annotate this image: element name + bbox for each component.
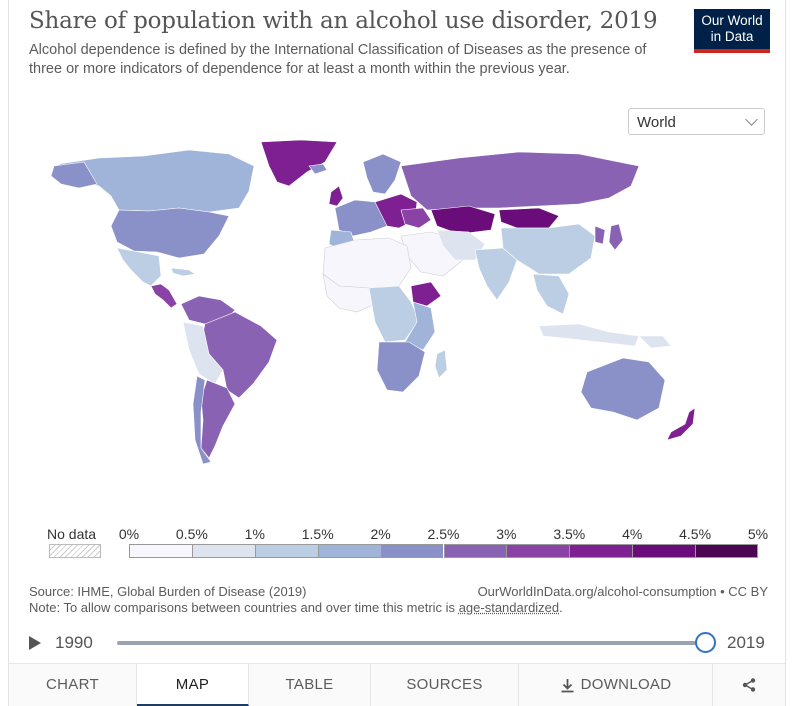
legend-tick-label: 1% [244,526,265,542]
legend-bin[interactable] [632,544,696,558]
country-chile[interactable] [192,375,212,465]
country-argentina[interactable] [200,379,236,459]
tab-download[interactable]: DOWNLOAD [519,664,713,706]
owid-logo[interactable]: Our World in Data [694,9,770,53]
legend-bin[interactable] [506,544,570,558]
color-legend: No data 0% 0.5% 1% 1.5% 2% 2.5% 3% 3.5% 4% 4.5% 5% [47,522,769,562]
country-australia[interactable] [580,357,666,421]
note-text: Note: To allow comparisons between count… [29,600,563,616]
legend-bin[interactable] [254,544,318,558]
tab-sources[interactable]: SOURCES [371,664,519,706]
legend-bin[interactable] [569,544,633,558]
tab-map[interactable]: MAP [137,664,249,706]
country-ethiopia[interactable] [410,281,442,307]
logo-accent-bar [694,49,770,53]
legend-tick-label: 2.5% [427,526,460,542]
legend-bin[interactable] [380,544,444,558]
legend-bin[interactable] [129,544,192,558]
chevron-down-icon [745,113,758,126]
tab-share[interactable] [713,664,785,706]
legend-tick-label: 3% [496,526,517,542]
country-mongolia[interactable] [498,207,560,229]
country-southeast-asia[interactable] [532,273,570,315]
country-iran-central-asia[interactable] [436,229,486,261]
legend-tick-label: 2% [370,526,391,542]
legend-tick-label: 4.5% [679,526,712,542]
country-alaska[interactable] [50,161,98,189]
country-korea[interactable] [594,225,606,245]
legend-bin[interactable] [443,544,507,558]
country-canada[interactable] [58,149,255,213]
entity-select-value: World [637,114,676,131]
country-southern-africa[interactable] [376,341,426,393]
legend-bin[interactable] [191,544,255,558]
note-prefix: Note: To allow comparisons between count… [29,600,459,615]
tab-chart-label: CHART [46,676,99,693]
country-west-africa[interactable] [322,273,376,313]
country-usa[interactable] [110,207,230,259]
tab-table-label: TABLE [285,676,334,693]
country-scandinavia[interactable] [362,153,402,195]
country-kazakhstan[interactable] [430,205,496,235]
logo-line-1: Our World [701,13,763,28]
url-license[interactable]: OurWorldInData.org/alcohol-consumption •… [477,584,768,599]
country-caribbean[interactable] [170,267,196,277]
country-uk[interactable] [328,185,344,207]
age-standardized-link[interactable]: age-standardized [458,600,560,615]
country-ukraine[interactable] [400,207,432,229]
tab-sources-label: SOURCES [406,676,483,693]
legend-no-data-label: No data [47,526,97,542]
chart-frame: Share of population with an alcohol use … [8,0,786,706]
chart-title: Share of population with an alcohol use … [29,8,658,34]
download-icon [561,678,574,692]
country-iceland[interactable] [308,163,328,175]
tab-chart[interactable]: CHART [9,664,137,706]
tab-map-label: MAP [175,676,210,693]
timeline-end-year: 2019 [727,633,765,652]
world-map[interactable] [39,136,759,476]
timeline-track[interactable] [117,641,707,645]
legend-tick-label: 5% [747,526,769,542]
note-suffix: . [559,600,563,615]
legend-no-data-swatch [49,544,101,558]
chart-subtitle: Alcohol dependence is defined by the Int… [29,42,647,77]
legend-bin[interactable] [317,544,381,558]
timeline-handle[interactable] [695,632,716,653]
country-greenland[interactable] [260,139,338,187]
tab-table[interactable]: TABLE [249,664,371,706]
source-note: Source: IHME, Global Burden of Disease (… [29,584,563,616]
country-north-africa[interactable] [322,237,412,289]
country-russia[interactable] [400,151,640,211]
country-east-africa[interactable] [404,301,436,351]
country-new-zealand[interactable] [666,407,696,441]
legend-tick-label: 0.5% [175,526,208,542]
country-china[interactable] [500,223,596,275]
tab-download-label: DOWNLOAD [580,676,672,693]
country-papua-new-guinea[interactable] [638,335,672,349]
legend-bin[interactable] [695,544,758,558]
country-indonesia[interactable] [538,323,640,347]
timeline-start-year: 1990 [55,633,93,652]
legend-tick-label: 0% [118,526,140,542]
source-text[interactable]: Source: IHME, Global Burden of Disease (… [29,584,307,599]
country-central-america[interactable] [150,283,178,309]
legend-tick-label: 3.5% [553,526,586,542]
logo-line-2: in Data [710,29,754,44]
share-icon [742,678,756,692]
country-mexico[interactable] [116,247,162,287]
timeline[interactable]: 1990 2019 [29,630,769,656]
tab-bar: CHART MAP TABLE SOURCES DOWNLOAD [9,663,785,706]
country-japan[interactable] [608,223,624,251]
country-madagascar[interactable] [434,349,448,379]
play-icon[interactable] [29,636,41,650]
legend-tick-label: 1.5% [301,526,334,542]
country-peru-bolivia[interactable] [182,321,224,385]
legend-tick-label: 4% [622,526,643,542]
country-india[interactable] [474,247,518,301]
entity-select[interactable]: World [628,108,765,135]
